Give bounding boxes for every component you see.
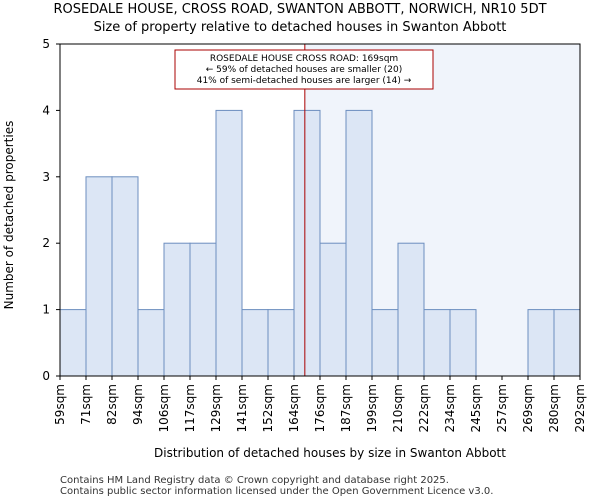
bar-106sqm: [163, 242, 191, 377]
bar-269sqm: [527, 309, 555, 377]
footer-line-1: Contains HM Land Registry data © Crown c…: [60, 475, 449, 486]
x-tick-label: 152sqm: [261, 384, 275, 432]
x-tick-label: 82sqm: [105, 384, 119, 425]
y-tick-label: 4: [42, 103, 50, 117]
x-tick-label: 94sqm: [131, 384, 145, 425]
x-tick-label: 269sqm: [521, 384, 535, 432]
annotation-frame: [174, 49, 434, 90]
chart-title: ROSEDALE HOUSE, CROSS ROAD, SWANTON ABBO…: [53, 2, 546, 17]
x-axis-label: Distribution of detached houses by size …: [154, 446, 506, 460]
x-tick-label: 71sqm: [79, 384, 93, 425]
x-tick-label: 234sqm: [443, 384, 457, 432]
bar-164sqm: [293, 109, 321, 377]
chart-subtitle: Size of property relative to detached ho…: [94, 20, 507, 35]
y-tick-label: 3: [42, 170, 50, 184]
bar-199sqm: [371, 309, 399, 377]
bar-280sqm: [553, 309, 581, 377]
bar-94sqm: [137, 309, 165, 377]
annotation-line-2: ← 59% of detached houses are smaller (20…: [206, 65, 403, 75]
x-tick-label: 129sqm: [209, 384, 223, 432]
bar-129sqm: [215, 109, 243, 377]
x-tick-label: 187sqm: [339, 384, 353, 432]
y-tick-label: 0: [42, 369, 50, 383]
x-tick-label: 292sqm: [573, 384, 587, 432]
bar-210sqm: [397, 242, 425, 377]
bar-141sqm: [241, 309, 269, 377]
bar-71sqm: [85, 176, 113, 377]
x-tick-label: 199sqm: [365, 384, 379, 432]
x-tick-label: 280sqm: [547, 384, 561, 432]
bar-59sqm: [59, 309, 87, 377]
annotation-box: ROSEDALE HOUSE CROSS ROAD: 169sqm ← 59% …: [174, 49, 434, 90]
y-axis-label: Number of detached properties: [2, 121, 16, 310]
x-tick-label: 176sqm: [313, 384, 327, 432]
y-tick-label: 1: [42, 303, 50, 317]
x-tick-label: 59sqm: [53, 384, 67, 425]
x-tick-label: 245sqm: [469, 384, 483, 432]
annotation-line-1: ROSEDALE HOUSE CROSS ROAD: 169sqm: [210, 54, 398, 64]
y-tick-label: 2: [42, 236, 50, 250]
annotation-line-3: 41% of semi-detached houses are larger (…: [197, 76, 412, 86]
bar-152sqm: [267, 309, 295, 377]
bar-176sqm: [319, 242, 347, 377]
bar-117sqm: [189, 242, 217, 377]
x-tick-label: 106sqm: [157, 384, 171, 432]
y-tick-label: 5: [42, 37, 50, 51]
x-tick-label: 141sqm: [235, 384, 249, 432]
x-tick-label: 117sqm: [183, 384, 197, 432]
bar-222sqm: [423, 309, 451, 377]
bar-234sqm: [449, 309, 477, 377]
bar-187sqm: [345, 109, 373, 377]
x-tick-label: 164sqm: [287, 384, 301, 432]
x-tick-label: 257sqm: [495, 384, 509, 432]
footer-line-2: Contains public sector information licen…: [60, 486, 493, 497]
x-tick-label: 210sqm: [391, 384, 405, 432]
x-tick-label: 222sqm: [417, 384, 431, 432]
bar-82sqm: [111, 176, 139, 377]
